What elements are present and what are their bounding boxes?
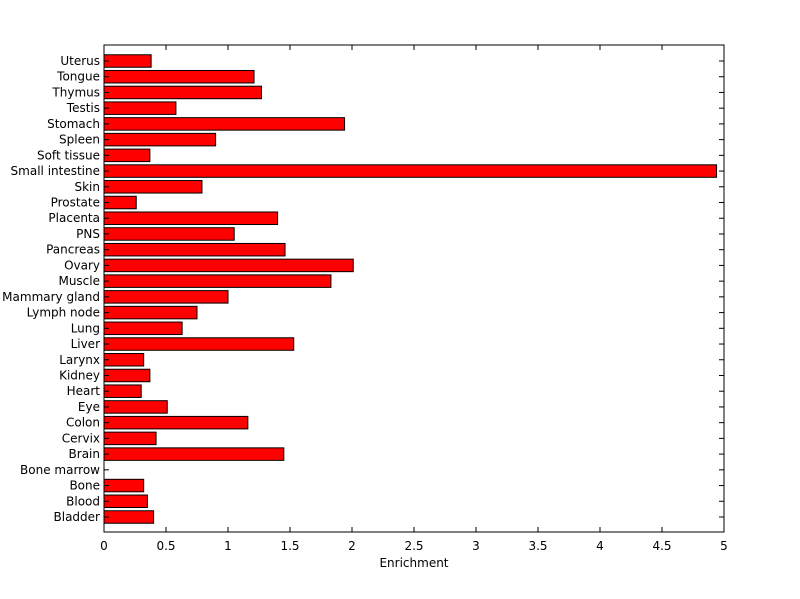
bar-thymus: [103, 85, 262, 100]
y-tick-label: Eye: [78, 400, 100, 414]
bar-placenta: [103, 211, 279, 225]
y-tick-label: Stomach: [47, 117, 100, 131]
y-tick-label: Cervix: [62, 431, 100, 445]
bar-tongue: [103, 69, 255, 84]
y-tick-label: Bladder: [54, 510, 101, 524]
bar-skin: [103, 180, 203, 194]
y-tick-label: Tongue: [56, 70, 100, 84]
y-tick-label: Muscle: [58, 274, 100, 288]
x-tick-label: 0.5: [156, 539, 175, 553]
y-tick-label: Liver: [71, 337, 101, 351]
y-tick-label: Colon: [66, 416, 100, 430]
y-tick-label: Brain: [69, 447, 100, 461]
bar-bone: [103, 478, 145, 493]
bars-group: [103, 54, 718, 524]
bar-bladder: [103, 510, 155, 524]
y-tick-label: PNS: [76, 227, 100, 241]
x-tick-label: 5: [720, 539, 728, 553]
bar-colon: [103, 415, 249, 430]
bar-pancreas: [103, 242, 286, 257]
y-tick-label: Bone: [69, 479, 100, 493]
bar-pns: [103, 227, 235, 241]
bar-lung: [103, 321, 183, 336]
bar-testis: [103, 101, 177, 115]
bar-blood: [103, 494, 148, 509]
y-tick-label: Soft tissue: [37, 148, 100, 162]
bar-uterus: [103, 54, 152, 68]
y-tick-label: Ovary: [64, 258, 100, 272]
bar-spleen: [103, 132, 217, 147]
x-axis-title: Enrichment: [379, 556, 448, 570]
y-tick-label: Small intestine: [11, 164, 100, 178]
y-tick-label: Pancreas: [46, 243, 100, 257]
y-tick-label: Larynx: [59, 353, 100, 367]
y-tick-label: Blood: [66, 494, 100, 508]
bar-stomach: [103, 117, 346, 131]
bar-muscle: [103, 274, 332, 288]
y-tick-label: Prostate: [51, 196, 100, 210]
x-tick-label: 3: [472, 539, 480, 553]
bar-small-intestine: [103, 164, 718, 178]
y-tick-label: Skin: [74, 180, 100, 194]
y-tick-label: Placenta: [48, 211, 100, 225]
y-tick-label: Uterus: [60, 54, 100, 68]
bar-eye: [103, 400, 168, 414]
bar-mammary-gland: [103, 290, 229, 304]
x-tick-label: 4.5: [652, 539, 671, 553]
y-tick-label: Testis: [66, 101, 100, 115]
bar-brain: [103, 447, 285, 461]
x-tick-label: 4: [596, 539, 604, 553]
y-tick-label: Thymus: [51, 85, 100, 99]
y-tick-label: Kidney: [59, 368, 100, 382]
bar-cervix: [103, 431, 157, 446]
y-tick-label: Spleen: [59, 133, 100, 147]
x-axis-ticks: 0 0.5 1 1.5 2 2.5 3 3.5 4 4.5 5: [100, 45, 728, 553]
y-tick-label: Lung: [71, 321, 100, 335]
x-tick-label: 1.5: [280, 539, 299, 553]
y-tick-label: Heart: [67, 384, 101, 398]
x-tick-label: 2.5: [404, 539, 423, 553]
bar-larynx: [103, 353, 145, 367]
y-tick-label: Bone marrow: [20, 463, 100, 477]
x-tick-label: 3.5: [528, 539, 547, 553]
bar-soft-tissue: [103, 148, 151, 163]
bar-heart: [103, 384, 142, 398]
x-tick-label: 2: [348, 539, 356, 553]
bar-lymph-node: [103, 305, 198, 320]
bar-liver: [103, 337, 295, 351]
x-tick-label: 0: [100, 539, 108, 553]
y-tick-label: Lymph node: [27, 306, 100, 320]
plot-frame: [103, 44, 725, 533]
bar-ovary: [103, 258, 354, 273]
x-tick-label: 1: [224, 539, 232, 553]
y-tick-label: Mammary gland: [2, 290, 100, 304]
bar-kidney: [103, 368, 151, 383]
